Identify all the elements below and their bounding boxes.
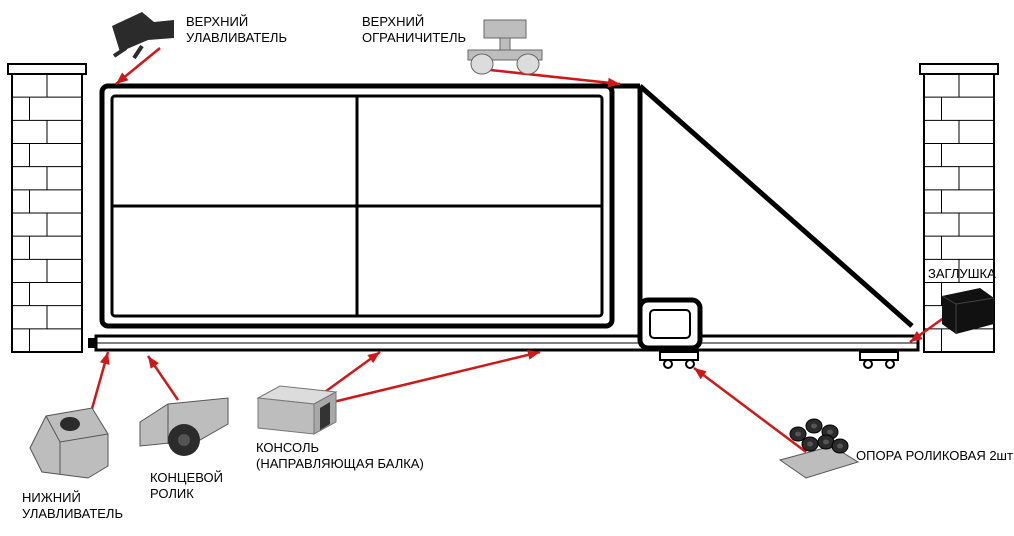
part-top-catcher	[112, 12, 174, 58]
callout-arrow	[694, 368, 806, 452]
label-end-cap: ЗАГЛУШКА	[928, 266, 996, 282]
brick-pillar	[8, 64, 86, 352]
label-roller-support: ОПОРА РОЛИКОВАЯ 2шт	[856, 448, 1013, 464]
label-top-limiter: ВЕРХНИЙ ОГРАНИЧИТЕЛЬ	[362, 14, 466, 47]
label-console: КОНСОЛЬ (НАПРАВЛЯЮЩАЯ БАЛКА)	[256, 440, 424, 473]
part-bottom-catcher	[30, 408, 108, 478]
gate-frame	[88, 86, 918, 368]
part-end-roller	[140, 398, 228, 456]
part-top-limiter	[468, 20, 542, 74]
part-roller-support	[780, 419, 858, 478]
part-console	[258, 386, 336, 434]
label-top-catcher: ВЕРХНИЙ УЛАВЛИВАТЕЛЬ	[186, 14, 287, 47]
label-bottom-catcher: НИЖНИЙ УЛАВЛИВАТЕЛЬ	[22, 490, 123, 523]
label-end-roller: КОНЦЕВОЙ РОЛИК	[150, 470, 223, 503]
callout-arrow	[148, 356, 178, 400]
